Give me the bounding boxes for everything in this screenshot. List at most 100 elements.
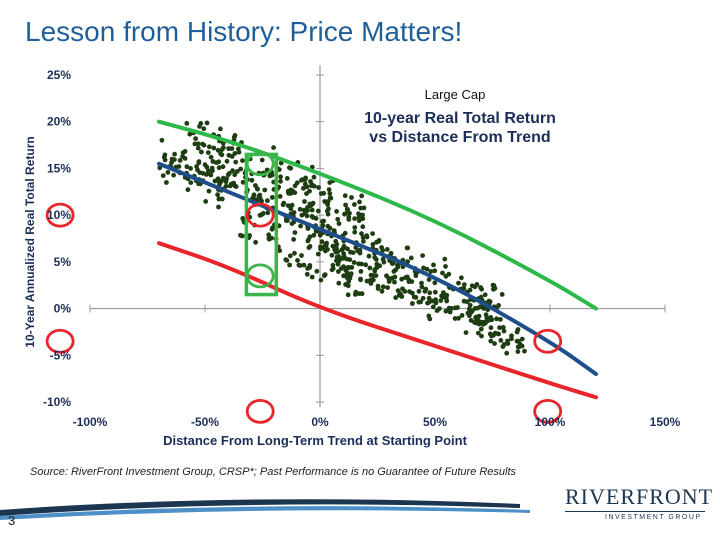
y-tick-label: -10%: [43, 395, 71, 409]
logo-tagline: INVESTMENT GROUP: [605, 514, 702, 521]
scatter-point: [440, 270, 445, 276]
scatter-point: [196, 159, 202, 164]
scatter-point: [169, 160, 174, 166]
scatter-point: [467, 302, 473, 308]
scatter-point: [501, 328, 507, 334]
scatter-point: [342, 193, 348, 199]
scatter-point: [332, 247, 337, 252]
scatter-point: [319, 245, 325, 250]
scatter-point: [486, 298, 492, 304]
scatter-point: [456, 315, 461, 321]
scatter-point: [160, 173, 166, 178]
scatter-point: [355, 248, 361, 254]
scatter-point: [428, 269, 434, 274]
scatter-point: [360, 212, 365, 218]
scatter-point: [341, 245, 346, 251]
scatter-point: [302, 199, 307, 204]
scatter-point: [220, 164, 226, 170]
scatter-point: [358, 269, 364, 274]
y-tick-label: 15%: [47, 161, 71, 175]
scatter-point: [352, 216, 357, 222]
scatter-point: [343, 202, 348, 208]
scatter-point: [345, 246, 350, 252]
scatter-point: [251, 194, 256, 200]
scatter-point: [364, 278, 370, 284]
scatter-point: [461, 298, 467, 304]
scatter-point: [298, 223, 303, 229]
scatter-point: [238, 232, 243, 238]
x-tick-label: 100%: [535, 415, 566, 429]
scatter-point: [171, 172, 177, 178]
scatter-point: [459, 313, 465, 318]
scatter-point: [392, 274, 398, 280]
scatter-point: [463, 330, 469, 335]
scatter-point: [370, 277, 376, 283]
scatter-point: [184, 164, 190, 170]
scatter-point: [334, 209, 339, 214]
scatter-point: [380, 248, 386, 253]
scatter-point: [370, 231, 375, 237]
scatter-point: [172, 151, 178, 157]
scatter-point: [372, 267, 378, 273]
scatter-point: [199, 149, 204, 155]
scatter-chart: 25% 20% 15% 10% 5% 0% -5% -10% -100% -50% 0% 50% 100…: [15, 62, 705, 457]
scatter-point: [205, 150, 211, 155]
scatter-point: [327, 180, 333, 185]
scatter-point: [346, 217, 352, 222]
scatter-point: [409, 290, 415, 296]
scatter-point: [366, 253, 372, 259]
scatter-point: [287, 262, 292, 268]
scatter-point: [380, 284, 386, 290]
scatter-point: [232, 172, 238, 178]
scatter-point: [484, 316, 490, 322]
scatter-point: [278, 178, 283, 184]
scatter-point: [292, 230, 298, 236]
red-highlight-circle: [245, 398, 275, 424]
scatter-point: [208, 154, 214, 160]
chart-svg: 25% 20% 15% 10% 5% 0% -5% -10%-100% -50% 0% 50% 100…: [23, 65, 681, 448]
scatter-point: [284, 176, 290, 181]
scatter-point: [205, 168, 211, 174]
scatter-point: [475, 305, 481, 311]
scatter-point: [305, 238, 311, 244]
scatter-point: [375, 286, 381, 291]
scatter-point: [519, 336, 525, 342]
scatter-point: [216, 165, 222, 171]
scatter-point: [304, 271, 310, 277]
scatter-point: [333, 238, 339, 244]
scatter-point: [336, 280, 342, 286]
scatter-point: [322, 199, 328, 204]
scatter-point: [288, 206, 294, 212]
scatter-point: [299, 177, 304, 183]
scatter-point: [400, 286, 405, 292]
scatter-point: [196, 181, 202, 187]
riverfront-logo: RIVERFRONT INVESTMENT GROUP: [565, 482, 714, 534]
scatter-point: [499, 292, 505, 297]
scatter-point: [392, 279, 397, 285]
scatter-point: [216, 178, 222, 184]
logo-wordmark: RIVERFRONT: [565, 484, 714, 509]
red-highlight-circle: [533, 328, 563, 354]
scatter-point: [220, 175, 226, 181]
scatter-point: [426, 295, 432, 301]
scatter-point: [505, 338, 510, 344]
scatter-point: [459, 275, 464, 281]
scatter-point: [231, 180, 237, 186]
scatter-point: [469, 283, 475, 289]
scatter-point: [420, 253, 425, 258]
scatter-point: [380, 256, 386, 262]
scatter-point: [262, 187, 268, 193]
scatter-point: [345, 292, 351, 298]
scatter-point: [299, 253, 304, 258]
scatter-point: [216, 204, 221, 210]
scatter-point: [249, 177, 255, 183]
scatter-point: [314, 268, 320, 274]
scatter-point: [363, 262, 369, 268]
scatter-point: [474, 282, 480, 287]
y-tick-label: 10%: [47, 208, 71, 222]
x-tick-label: -100%: [73, 415, 108, 429]
scatter-point: [432, 280, 438, 286]
scatter-point: [399, 276, 405, 282]
y-tick-label: 5%: [54, 255, 72, 269]
scatter-point: [180, 150, 186, 156]
